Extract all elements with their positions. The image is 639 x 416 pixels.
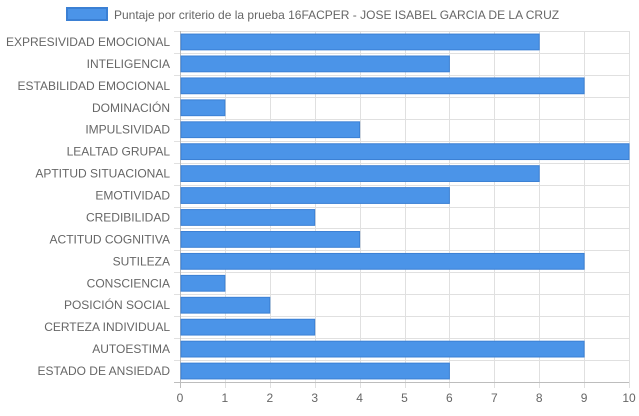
bar[interactable] <box>180 77 585 95</box>
bar[interactable] <box>180 274 226 292</box>
x-tick-label: 0 <box>177 391 184 405</box>
category-label: EMOTIVIDAD <box>95 189 170 203</box>
category-label: CREDIBILIDAD <box>86 210 170 224</box>
x-tick-label: 10 <box>622 391 636 405</box>
category-label: ESTADO DE ANSIEDAD <box>38 364 171 378</box>
bar[interactable] <box>180 209 316 226</box>
x-tick-label: 6 <box>446 391 453 405</box>
category-label: ACTITUD COGNITIVA <box>50 232 170 246</box>
bar[interactable] <box>180 318 316 336</box>
bar[interactable] <box>180 231 361 248</box>
bar[interactable] <box>180 33 540 51</box>
category-label: INTELIGENCIA <box>87 57 170 71</box>
category-label: CERTEZA INDIVIDUAL <box>44 320 170 334</box>
bar[interactable] <box>180 296 271 314</box>
legend-swatch[interactable] <box>66 7 108 21</box>
x-tick-label: 9 <box>581 391 588 405</box>
bar[interactable] <box>180 55 450 73</box>
bar[interactable] <box>180 362 450 380</box>
x-axis-ticks: 0 1 2 3 4 5 6 7 8 9 10 <box>177 391 636 405</box>
legend[interactable]: Puntaje por criterio de la prueba 16FACP… <box>66 7 559 22</box>
category-label: APTITUD SITUACIONAL <box>35 167 170 181</box>
x-tick-label: 4 <box>356 391 363 405</box>
category-label: ESTABILIDAD EMOCIONAL <box>18 79 171 93</box>
bar[interactable] <box>180 252 585 270</box>
bar[interactable] <box>180 165 540 182</box>
category-label: IMPULSIVIDAD <box>85 123 170 137</box>
legend-label[interactable]: Puntaje por criterio de la prueba 16FACP… <box>114 8 559 22</box>
category-label: CONSCIENCIA <box>87 276 170 290</box>
x-tick-label: 2 <box>266 391 273 405</box>
bar[interactable] <box>180 99 226 117</box>
bar[interactable] <box>180 143 630 161</box>
x-tick-label: 8 <box>536 391 543 405</box>
x-tick-label: 3 <box>311 391 318 405</box>
category-labels: EXPRESIVIDAD EMOCIONAL INTELIGENCIA ESTABI… <box>6 35 170 378</box>
x-tick-label: 5 <box>401 391 408 405</box>
category-label: LEALTAD GRUPAL <box>67 145 171 159</box>
category-label: AUTOESTIMA <box>92 342 170 356</box>
category-label: SUTILEZA <box>113 254 170 268</box>
bar[interactable] <box>180 121 361 139</box>
bar[interactable] <box>180 187 450 204</box>
category-label: DOMINACIÓN <box>92 100 170 115</box>
bars <box>180 33 630 380</box>
category-label: EXPRESIVIDAD EMOCIONAL <box>6 35 170 49</box>
category-label: POSICIÓN SOCIAL <box>64 297 170 312</box>
x-tick-label: 7 <box>491 391 498 405</box>
bar[interactable] <box>180 340 585 358</box>
x-tick-label: 1 <box>222 391 229 405</box>
